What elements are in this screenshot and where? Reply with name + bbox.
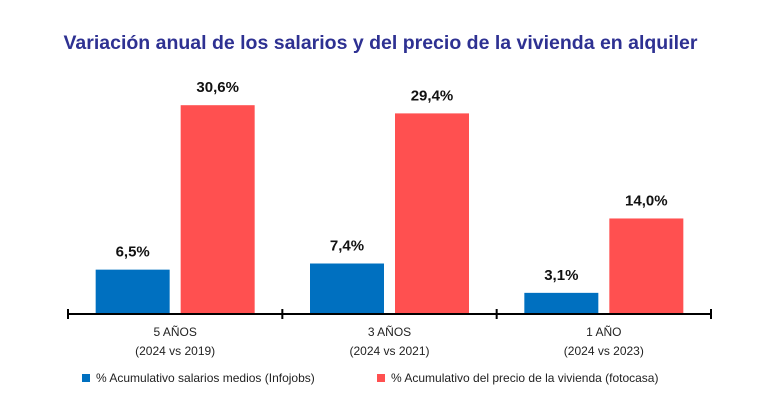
legend-item-salarios: % Acumulativo salarios medios (Infojobs)	[82, 371, 315, 385]
bar-salarios-2	[310, 263, 384, 314]
data-label: 30,6%	[196, 79, 239, 96]
data-label: 6,5%	[116, 244, 150, 261]
legend-item-vivienda: % Acumulativo del precio de la vivienda …	[377, 371, 658, 385]
bar-vivienda-3	[609, 218, 684, 314]
bar-vivienda-2	[395, 113, 469, 314]
legend-swatch-red	[377, 374, 385, 382]
x-tick-label: 5 AÑOS	[153, 325, 196, 339]
chart-title: Variación anual de los salarios y del pr…	[63, 32, 698, 54]
data-label: 14,0%	[625, 192, 668, 209]
bar-vivienda-1	[180, 105, 255, 314]
x-tick-label: 3 AÑOS	[368, 325, 411, 339]
x-tick-label: 1 AÑO	[586, 325, 621, 339]
data-label: 3,1%	[544, 267, 578, 284]
data-label: 7,4%	[330, 238, 364, 255]
data-label: 29,4%	[411, 87, 454, 104]
bar-salarios-1	[95, 269, 170, 314]
legend-label-vivienda: % Acumulativo del precio de la vivienda …	[391, 371, 659, 385]
bar-salarios-3	[524, 292, 599, 314]
x-tick-sublabel: (2024 vs 2019)	[135, 344, 215, 358]
x-tick-sublabel: (2024 vs 2021)	[349, 344, 429, 358]
legend-label-salarios: % Acumulativo salarios medios (Infojobs)	[96, 371, 315, 385]
legend-swatch-blue	[82, 374, 90, 382]
x-tick-sublabel: (2024 vs 2023)	[564, 344, 644, 358]
